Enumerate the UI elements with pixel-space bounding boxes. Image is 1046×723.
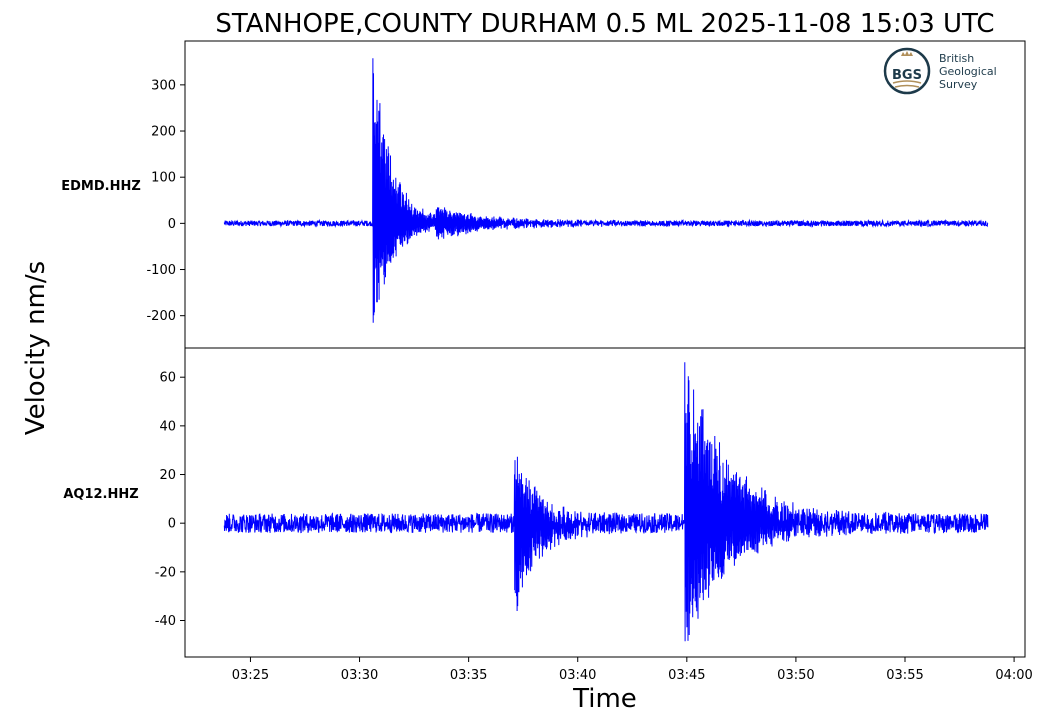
y-tick-label: 60 (159, 371, 176, 386)
y-tick-label: -40 (155, 614, 176, 629)
y-tick-label: 0 (168, 217, 176, 232)
x-tick-label: 03:35 (450, 668, 487, 683)
y-tick-label: 200 (151, 125, 176, 140)
bgs-logo-crown-icon (901, 51, 913, 56)
channel-label-bottom: AQ12.HHZ (63, 487, 138, 502)
x-axis-label: Time (572, 684, 637, 714)
channel-label-top: EDMD.HHZ (61, 179, 141, 194)
bgs-logo-strata-icon (892, 80, 922, 88)
y-tick-label: 40 (159, 419, 176, 434)
chart-title: STANHOPE,COUNTY DURHAM 0.5 ML 2025-11-08… (215, 9, 994, 39)
x-tick-label: 04:00 (995, 668, 1032, 683)
y-axis-label: Velocity nm/s (21, 261, 51, 435)
y-tick-label: 20 (159, 468, 176, 483)
x-tick-label: 03:55 (886, 668, 923, 683)
y-tick-label: -100 (146, 263, 176, 278)
x-tick-label: 03:45 (668, 668, 705, 683)
y-tick-label: 100 (151, 171, 176, 186)
bgs-logo-abbr: BGS (892, 68, 922, 83)
x-tick-label: 03:50 (777, 668, 814, 683)
x-tick-label: 03:40 (559, 668, 596, 683)
y-tick-label: 0 (168, 517, 176, 532)
waveform-edmd-hhz (223, 58, 989, 323)
waveform-aq12-hhz (223, 362, 989, 642)
bgs-logo-line-2: Geological (939, 65, 997, 78)
x-tick-label: 03:25 (232, 668, 269, 683)
panel-frame-2 (184, 347, 1026, 658)
bgs-logo: BGS British Geological Survey (883, 47, 997, 95)
x-tick-label: 03:30 (341, 668, 378, 683)
bgs-logo-line-3: Survey (939, 78, 978, 91)
y-tick-label: 300 (151, 78, 176, 93)
bgs-logo-line-1: British (939, 52, 974, 65)
y-tick-label: -20 (155, 565, 176, 580)
y-tick-label: -200 (146, 309, 176, 324)
